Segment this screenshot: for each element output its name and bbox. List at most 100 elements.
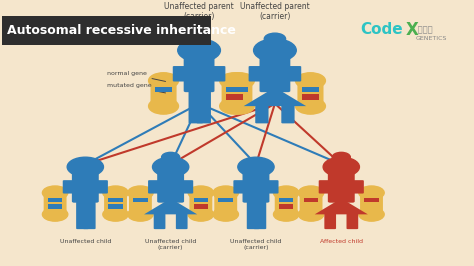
Circle shape: [224, 98, 255, 114]
FancyBboxPatch shape: [176, 214, 188, 229]
Text: Unaffected parent
(carrier): Unaffected parent (carrier): [240, 2, 310, 21]
Text: normal gene: normal gene: [107, 71, 165, 81]
Circle shape: [359, 207, 384, 221]
Polygon shape: [244, 87, 306, 106]
Text: Autosomal recessive inheritance: Autosomal recessive inheritance: [7, 24, 236, 37]
Polygon shape: [315, 198, 368, 214]
FancyBboxPatch shape: [44, 192, 66, 216]
FancyBboxPatch shape: [226, 80, 252, 107]
Circle shape: [148, 98, 178, 114]
Circle shape: [219, 98, 249, 114]
Text: mutated gene: mutated gene: [107, 83, 165, 93]
FancyBboxPatch shape: [279, 198, 293, 202]
Circle shape: [213, 207, 238, 221]
Circle shape: [332, 152, 350, 162]
Circle shape: [273, 207, 299, 221]
Circle shape: [213, 186, 238, 200]
FancyBboxPatch shape: [226, 87, 243, 92]
FancyBboxPatch shape: [108, 204, 123, 209]
FancyBboxPatch shape: [247, 202, 260, 229]
FancyBboxPatch shape: [48, 204, 63, 209]
FancyBboxPatch shape: [155, 87, 172, 92]
Circle shape: [296, 73, 325, 89]
FancyBboxPatch shape: [302, 87, 319, 92]
FancyBboxPatch shape: [255, 105, 268, 123]
FancyBboxPatch shape: [2, 16, 211, 45]
FancyBboxPatch shape: [210, 66, 226, 81]
FancyBboxPatch shape: [190, 192, 212, 216]
FancyBboxPatch shape: [148, 180, 161, 194]
FancyBboxPatch shape: [173, 66, 187, 81]
Circle shape: [219, 73, 249, 89]
FancyBboxPatch shape: [233, 180, 246, 194]
FancyBboxPatch shape: [346, 214, 358, 229]
Circle shape: [148, 73, 178, 89]
Circle shape: [273, 186, 299, 200]
FancyBboxPatch shape: [286, 66, 301, 81]
FancyBboxPatch shape: [302, 94, 319, 100]
FancyBboxPatch shape: [157, 170, 184, 203]
FancyBboxPatch shape: [104, 192, 127, 216]
Text: GENETICS: GENETICS: [416, 36, 447, 41]
FancyBboxPatch shape: [300, 192, 322, 216]
FancyBboxPatch shape: [275, 192, 298, 216]
FancyBboxPatch shape: [196, 92, 211, 123]
FancyBboxPatch shape: [324, 214, 336, 229]
Circle shape: [188, 186, 214, 200]
Circle shape: [296, 98, 325, 114]
FancyBboxPatch shape: [72, 170, 99, 203]
Circle shape: [153, 157, 189, 177]
Circle shape: [162, 152, 180, 162]
Text: Code: Code: [360, 23, 403, 38]
FancyBboxPatch shape: [219, 198, 233, 202]
FancyBboxPatch shape: [133, 198, 148, 202]
Text: Unaffected child
(carrier): Unaffected child (carrier): [230, 239, 282, 250]
FancyBboxPatch shape: [243, 170, 269, 203]
FancyBboxPatch shape: [304, 198, 319, 202]
FancyBboxPatch shape: [83, 202, 96, 229]
FancyBboxPatch shape: [254, 202, 266, 229]
Circle shape: [103, 207, 128, 221]
Circle shape: [103, 186, 128, 200]
Text: X: X: [405, 21, 418, 39]
FancyBboxPatch shape: [180, 180, 193, 194]
FancyBboxPatch shape: [226, 94, 243, 100]
FancyBboxPatch shape: [248, 66, 264, 81]
FancyBboxPatch shape: [193, 204, 208, 209]
FancyBboxPatch shape: [281, 105, 294, 123]
Text: 科德院: 科德院: [415, 26, 432, 35]
FancyBboxPatch shape: [364, 198, 379, 202]
Circle shape: [298, 207, 324, 221]
Polygon shape: [144, 198, 197, 214]
FancyBboxPatch shape: [108, 198, 123, 202]
FancyBboxPatch shape: [129, 192, 152, 216]
FancyBboxPatch shape: [360, 192, 383, 216]
FancyBboxPatch shape: [150, 80, 176, 107]
FancyBboxPatch shape: [95, 180, 108, 194]
FancyBboxPatch shape: [259, 54, 290, 92]
FancyBboxPatch shape: [298, 80, 323, 107]
FancyBboxPatch shape: [328, 170, 355, 203]
Circle shape: [128, 186, 153, 200]
Text: Unaffected parent
(carrier): Unaffected parent (carrier): [164, 2, 234, 21]
Circle shape: [67, 157, 103, 177]
FancyBboxPatch shape: [279, 204, 293, 209]
Circle shape: [359, 186, 384, 200]
Text: Affected child: Affected child: [320, 239, 363, 244]
Circle shape: [298, 186, 324, 200]
FancyBboxPatch shape: [214, 192, 237, 216]
Text: Unaffected child
(carrier): Unaffected child (carrier): [145, 239, 196, 250]
Text: Unaffected child: Unaffected child: [60, 239, 111, 244]
Circle shape: [178, 39, 220, 62]
FancyBboxPatch shape: [319, 180, 332, 194]
FancyBboxPatch shape: [221, 80, 247, 107]
Circle shape: [323, 157, 359, 177]
Circle shape: [188, 207, 214, 221]
FancyBboxPatch shape: [48, 198, 63, 202]
Circle shape: [42, 207, 68, 221]
FancyBboxPatch shape: [193, 198, 208, 202]
FancyBboxPatch shape: [231, 87, 248, 92]
Circle shape: [42, 186, 68, 200]
FancyBboxPatch shape: [351, 180, 364, 194]
FancyBboxPatch shape: [183, 54, 214, 92]
